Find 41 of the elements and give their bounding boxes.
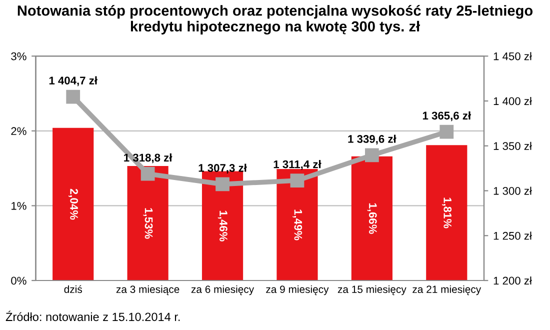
data-label: 1 311,4 zł (274, 160, 322, 170)
x-tick-label: za 15 miesięcy (338, 285, 406, 296)
x-tick-label: dziś (64, 285, 82, 294)
y-tick-label: 1% (12, 202, 26, 210)
data-label: 1,53% (143, 208, 153, 239)
x-tick-label: za 21 miesięcy (412, 285, 482, 296)
point (290, 174, 304, 188)
y2-tick-label: 1 350 zł (494, 142, 532, 150)
x-tick-label: za 3 miesiące (116, 285, 180, 296)
y-tick-label: 0% (11, 276, 26, 285)
bar (127, 166, 168, 280)
data-label: 1,81% (442, 198, 452, 228)
data-label: 1,46% (218, 210, 228, 242)
point (364, 148, 379, 162)
data-label: 1 318,8 zł (124, 153, 172, 164)
data-label: 1 339,6 zł (348, 134, 396, 145)
point (440, 124, 454, 139)
bar (351, 156, 392, 280)
x-tick-label: za 9 miesięcy (266, 285, 329, 296)
data-label: 1 404,7 zł (49, 76, 98, 86)
chart-title: Notowania stóp procentowych oraz potencjalna wysokość raty 25-letniego kredytu hipotecznego na kwotę 300 tys. zł (18, 4, 533, 35)
data-label: 1,66% (367, 203, 377, 234)
bar (426, 145, 468, 280)
point (140, 166, 155, 181)
point (66, 90, 80, 104)
y2-tick-label: 1 400 zł (494, 96, 532, 106)
data-label: 1 365,6 zł (422, 111, 471, 122)
data-label: 2,04% (68, 188, 78, 220)
data-label: 1 307,3 zł (198, 164, 247, 174)
y2-tick-label: 1 300 zł (494, 186, 532, 195)
point (216, 177, 230, 192)
x-tick-label: za 6 miesięcy (191, 285, 254, 296)
y-tick-label: 3% (11, 52, 26, 60)
y-tick-label: 2% (11, 127, 26, 135)
y2-tick-label: 1 250 zł (494, 232, 532, 240)
data-label: 1,49% (292, 210, 302, 240)
y2-tick-label: 1 200 zł (494, 276, 532, 285)
bar (276, 169, 318, 280)
y2-tick-label: 1 450 zł (494, 52, 532, 60)
text: Źródło: notowanie z 15.10.2014 r. (6, 310, 180, 322)
bar (52, 128, 94, 280)
